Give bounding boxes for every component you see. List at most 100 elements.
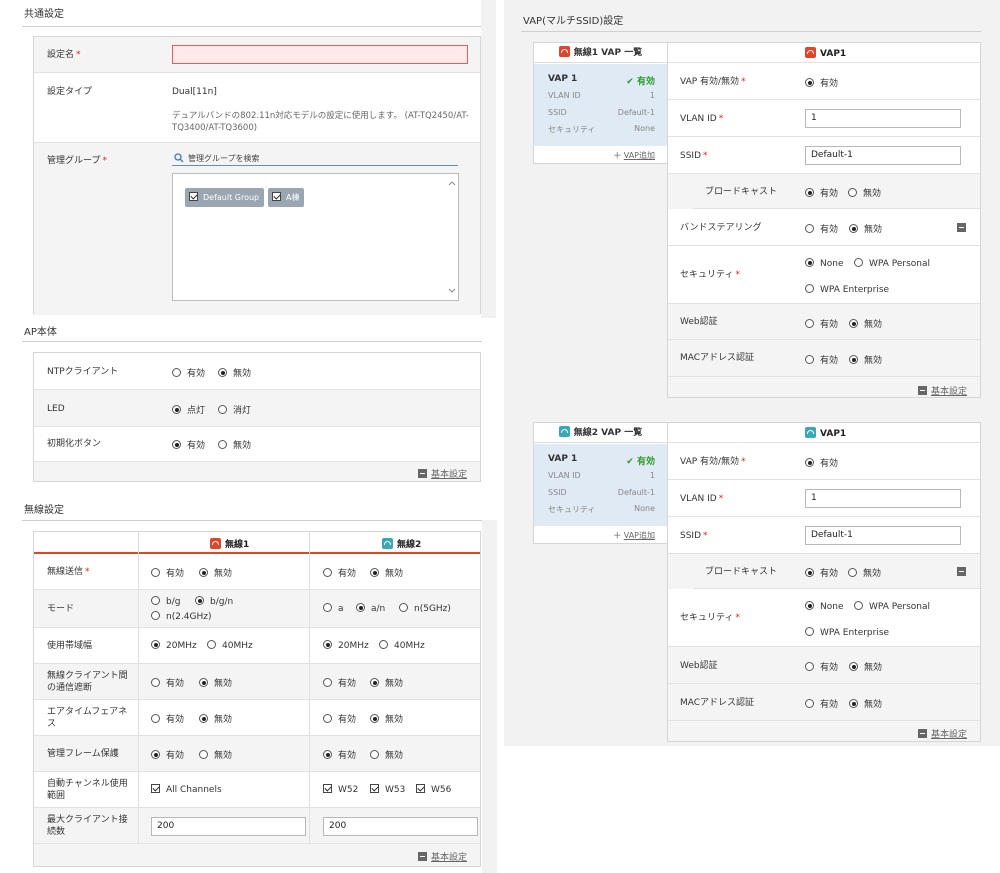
vap-enable-radio[interactable]: 有効	[805, 456, 838, 469]
group-list[interactable]: Default Group A棟	[172, 173, 459, 301]
minus-icon	[417, 852, 427, 861]
max-clients-label: 最大クライアント接	[47, 815, 128, 825]
air2-off-radio[interactable]: 無効	[370, 712, 403, 725]
security-wpa-enterprise-radio[interactable]: WPA Enterprise	[805, 627, 889, 638]
checkbox[interactable]	[189, 192, 198, 201]
search-placeholder: 管理グループを検索	[188, 154, 260, 163]
all-channels-checkbox[interactable]: All Channels	[151, 784, 222, 795]
broadcast-off-radio[interactable]: 無効	[848, 186, 881, 199]
web-off-radio[interactable]: 無効	[849, 317, 882, 330]
security-none-radio[interactable]: None	[805, 258, 843, 269]
setting-name-input[interactable]	[172, 45, 468, 64]
security-wpa-enterprise-radio[interactable]: WPA Enterprise	[805, 284, 889, 295]
vap1-basic-settings-link[interactable]: 基本設定	[917, 384, 967, 397]
web-off-radio[interactable]: 無効	[849, 660, 882, 673]
mac-on-radio[interactable]: 有効	[805, 697, 838, 710]
ssid-input[interactable]: Default-1	[805, 146, 961, 165]
mode-a-radio[interactable]: a	[323, 603, 344, 614]
security-none-radio[interactable]: None	[805, 601, 843, 612]
group-tag-default[interactable]: Default Group	[185, 188, 265, 207]
broadcast-on-radio[interactable]: 有効	[805, 566, 838, 579]
vap-enable-radio[interactable]: 有効	[805, 76, 838, 89]
w52-checkbox[interactable]: W52	[323, 784, 358, 795]
web-on-radio[interactable]: 有効	[805, 317, 838, 330]
vlan-id-input[interactable]: 1	[805, 109, 961, 128]
ntp-off-radio[interactable]: 無効	[218, 366, 251, 379]
vap2-basic-settings-link[interactable]: 基本設定	[917, 727, 967, 740]
vap-name: VAP 1	[548, 74, 578, 84]
vap-list-item[interactable]: VAP 1 ✔ 有効 VLAN ID 1 SSID Default-1 セキュリティ…	[534, 64, 667, 146]
tx2-off-radio[interactable]: 無効	[370, 566, 403, 579]
init-row: 初期化ボタン 有効 無効	[34, 427, 480, 462]
init-off-radio[interactable]: 無効	[218, 438, 251, 451]
group-search-input[interactable]: 管理グループを検索	[172, 152, 458, 166]
air1-off-radio[interactable]: 無効	[199, 712, 232, 725]
vap-list-item[interactable]: VAP 1 ✔ 有効 VLAN ID 1 SSID Default-1 セキュリティ…	[534, 444, 667, 526]
mode-bg-radio[interactable]: b/g	[151, 596, 180, 607]
max-clients-input-2[interactable]: 200	[323, 817, 478, 836]
max-clients-row: 最大クライアント接 続数 200 200	[34, 808, 480, 844]
mode-n5-radio[interactable]: n(5GHz)	[399, 603, 451, 614]
security-wpa-personal-radio[interactable]: WPA Personal	[854, 601, 930, 612]
air2-on-radio[interactable]: 有効	[323, 712, 356, 725]
security-row: セキュリティ * None WPA Personal WPA Enterprise	[668, 589, 980, 647]
led-on-radio[interactable]: 点灯	[172, 403, 205, 416]
iso1-off-radio[interactable]: 無効	[199, 676, 232, 689]
led-off-radio[interactable]: 消灯	[218, 403, 251, 416]
bw2-20-radio[interactable]: 20MHz	[323, 640, 369, 651]
band-off-radio[interactable]: 無効	[849, 222, 882, 235]
add-vap-link[interactable]: ＋ VAP追加	[613, 151, 655, 160]
required-mark: *	[76, 50, 81, 60]
bw2-40-radio[interactable]: 40MHz	[379, 640, 425, 651]
iso2-off-radio[interactable]: 無効	[370, 676, 403, 689]
mode-an-radio[interactable]: a/n	[356, 603, 385, 614]
vap-detail-panel-1: VAP1 VAP 有効/無効 * 有効 VLAN ID * 1 SSID * Defa…	[667, 42, 981, 398]
mode-bgn-radio[interactable]: b/g/n	[195, 596, 233, 607]
w53-checkbox[interactable]: W53	[370, 784, 405, 795]
mgmt1-off-radio[interactable]: 無効	[199, 748, 232, 761]
mgmt2-off-radio[interactable]: 無効	[370, 748, 403, 761]
mac-on-radio[interactable]: 有効	[805, 353, 838, 366]
init-on-radio[interactable]: 有効	[172, 438, 205, 451]
tx1-on-radio[interactable]: 有効	[151, 566, 184, 579]
ssid-input[interactable]: Default-1	[805, 526, 961, 545]
checkbox[interactable]	[272, 192, 281, 201]
add-vap-link[interactable]: ＋ VAP追加	[613, 531, 655, 540]
scrollbar[interactable]	[446, 174, 458, 300]
iso1-on-radio[interactable]: 有効	[151, 676, 184, 689]
type-label: 設定タイプ	[47, 87, 93, 97]
mac-off-radio[interactable]: 無効	[849, 697, 882, 710]
security-wpa-personal-radio[interactable]: WPA Personal	[854, 258, 930, 269]
group-tag-a[interactable]: A棟	[268, 188, 305, 207]
mode-n24-radio[interactable]: n(2.4GHz)	[151, 611, 212, 622]
ap-basic-settings-link[interactable]: 基本設定	[417, 467, 467, 480]
isolation-row: 無線クライアント間 の通信遮断 有効 無効 有効 無効	[34, 664, 480, 700]
band-on-radio[interactable]: 有効	[805, 222, 838, 235]
air1-on-radio[interactable]: 有効	[151, 712, 184, 725]
broadcast-off-radio[interactable]: 無効	[848, 566, 881, 579]
w56-checkbox[interactable]: W56	[416, 784, 451, 795]
ap-section-title: AP本体	[24, 327, 57, 338]
mac-off-radio[interactable]: 無効	[849, 353, 882, 366]
led-label: LED	[47, 404, 65, 414]
max-clients-input-1[interactable]: 200	[151, 817, 306, 836]
wireless-basic-settings-link[interactable]: 基本設定	[417, 850, 467, 863]
bw1-40-radio[interactable]: 40MHz	[207, 640, 253, 651]
mgmt2-on-radio[interactable]: 有効	[323, 748, 356, 761]
auto-channel-label-2: 範囲	[47, 791, 66, 801]
vlan-id-input[interactable]: 1	[805, 489, 961, 508]
airtime-label: エアタイムフェアネ	[47, 707, 128, 717]
tx1-off-radio[interactable]: 無効	[199, 566, 232, 579]
collapse-button[interactable]	[957, 567, 970, 578]
ntp-on-radio[interactable]: 有効	[172, 366, 205, 379]
tx2-on-radio[interactable]: 有効	[323, 566, 356, 579]
bw1-20-radio[interactable]: 20MHz	[151, 640, 197, 651]
web-on-radio[interactable]: 有効	[805, 660, 838, 673]
plus-icon: ＋	[613, 151, 622, 160]
broadcast-on-radio[interactable]: 有効	[805, 186, 838, 199]
collapse-button[interactable]	[957, 223, 970, 234]
mgmt-frame-row: 管理フレーム保護 有効 無効 有効 無効	[34, 736, 480, 772]
vap-list-header-1: 無線1 VAP 一覧	[534, 43, 667, 63]
iso2-on-radio[interactable]: 有効	[323, 676, 356, 689]
mgmt1-on-radio[interactable]: 有効	[151, 748, 184, 761]
